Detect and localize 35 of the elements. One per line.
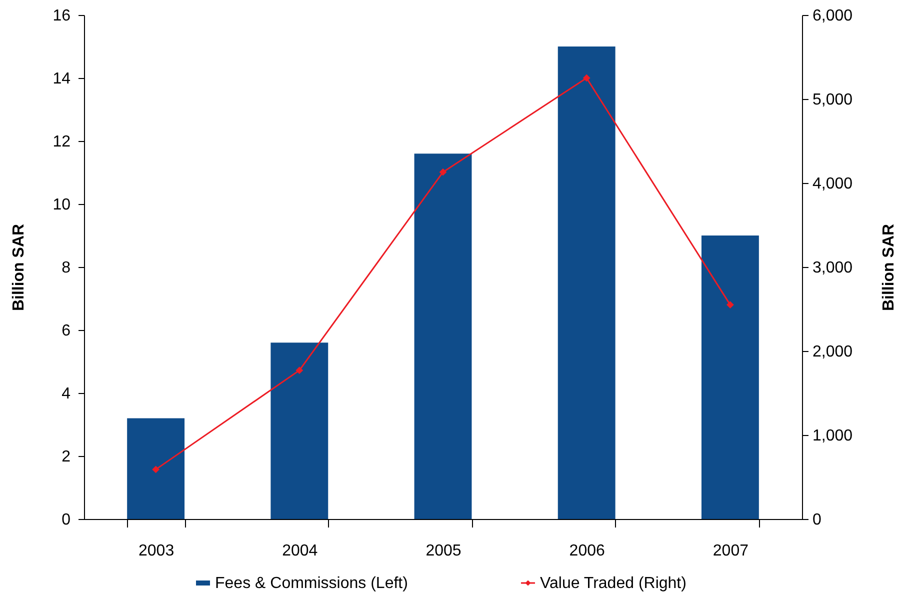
bar <box>414 154 472 519</box>
y-tick-label: 2 <box>62 448 71 466</box>
legend-label: Fees & Commissions (Left) <box>215 575 408 592</box>
x-tick-label: 2005 <box>426 542 462 560</box>
bar <box>701 236 759 519</box>
point <box>726 301 734 309</box>
y-axis-title: Billion SAR <box>10 224 28 312</box>
y2-tick-label: 2,000 <box>812 344 853 360</box>
x-tick-label: 2007 <box>712 542 749 560</box>
y2-tick-label: 0 <box>812 512 822 528</box>
y2-tick-label: 4,000 <box>812 176 853 192</box>
point <box>296 366 304 374</box>
x-tick-label: 2006 <box>569 542 605 560</box>
y2-tick-label: 3,000 <box>812 260 853 276</box>
x-tick-label: 2003 <box>138 542 174 560</box>
bar <box>127 418 185 519</box>
y-tick-label: 4 <box>62 386 71 402</box>
y-tick-label: 6 <box>62 322 71 340</box>
bar <box>558 46 616 519</box>
y-tick-label: 12 <box>52 134 71 150</box>
y-tick-label: 14 <box>52 70 71 88</box>
y2-axis-title: Billion SAR <box>880 224 898 312</box>
y2-tick-label: 6,000 <box>812 8 853 24</box>
y-tick-label: 16 <box>52 8 71 24</box>
legend-label: Value Traded (Right) <box>540 575 686 592</box>
point <box>582 74 590 82</box>
point <box>152 466 160 474</box>
y2-tick-label: 1,000 <box>812 428 853 444</box>
point <box>439 168 447 176</box>
y-tick-label: 0 <box>62 512 71 528</box>
bar <box>270 342 328 519</box>
y-tick-label: 8 <box>62 260 71 276</box>
x-tick-label: 2004 <box>282 542 318 560</box>
y2-tick-label: 5,000 <box>812 92 853 108</box>
y-tick-label: 10 <box>52 196 71 214</box>
